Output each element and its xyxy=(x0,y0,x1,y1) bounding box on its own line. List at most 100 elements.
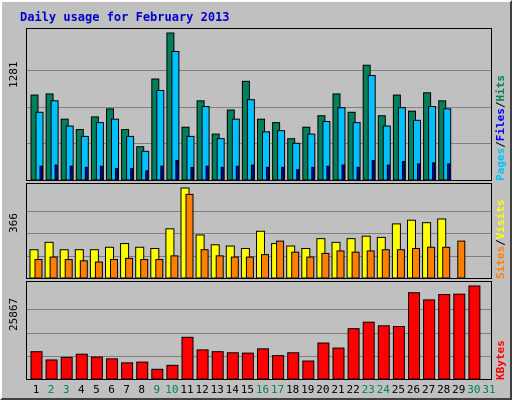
x-tick-label: 3 xyxy=(62,383,70,396)
kbytes-bar xyxy=(468,285,481,379)
pages-bar xyxy=(356,166,360,180)
x-tick-label: 22 xyxy=(346,383,360,396)
kbytes-bar xyxy=(181,336,194,379)
pages-bar xyxy=(386,164,390,180)
x-tick-label: 25 xyxy=(391,383,406,396)
sites-bar xyxy=(34,259,43,278)
x-tick-label: 12 xyxy=(195,383,209,396)
kbytes-bar xyxy=(151,368,164,379)
x-tick-label: 28 xyxy=(437,383,451,396)
pages-bar xyxy=(84,166,88,180)
pages-bar xyxy=(69,165,73,180)
kbytes-bar xyxy=(75,353,88,379)
files-bar xyxy=(367,75,376,180)
sites-bar xyxy=(170,255,179,278)
x-tick-label: 19 xyxy=(301,383,315,396)
kbytes-bar xyxy=(332,347,345,379)
sites-bar xyxy=(49,256,58,278)
kbytes-plot xyxy=(27,285,491,379)
hits-ymax-label: 1281 xyxy=(7,61,20,89)
pages-bar xyxy=(266,166,269,180)
sites-bar xyxy=(79,260,88,278)
x-tick-label: 21 xyxy=(331,383,345,396)
sites-legend: Sites/Visits xyxy=(494,183,510,280)
x-tick-label: 13 xyxy=(210,383,224,396)
sites-bar xyxy=(306,256,315,278)
kbytes-bar xyxy=(392,326,405,379)
sites-bar xyxy=(185,193,194,278)
kbytes-bar xyxy=(272,355,285,379)
pages-bar xyxy=(296,169,300,180)
pages-bar xyxy=(160,165,164,180)
sites-bar xyxy=(442,246,451,278)
kbytes-bar xyxy=(60,356,73,379)
kbytes-legend: KBytes xyxy=(494,281,510,380)
pages-bar xyxy=(39,165,43,180)
kbytes-panel xyxy=(26,281,492,380)
x-tick-label: 24 xyxy=(376,383,390,396)
sites-panel xyxy=(26,183,492,279)
files-bar xyxy=(35,111,44,180)
x-tick-label: 5 xyxy=(93,383,100,396)
pages-bar xyxy=(281,166,285,180)
sites-bar xyxy=(261,254,269,278)
visits-bar xyxy=(165,228,175,278)
kbytes-bar xyxy=(136,361,149,379)
kbytes-bar xyxy=(45,359,58,379)
legend-visits: Visits xyxy=(494,199,507,240)
files-bar xyxy=(337,107,346,180)
kbytes-bar xyxy=(362,321,375,379)
chart-title: Daily usage for February 2013 xyxy=(20,10,230,24)
kbytes-bar xyxy=(30,351,43,379)
x-tick-label: 20 xyxy=(316,383,330,396)
sites-bar xyxy=(215,255,224,278)
kbytes-bar xyxy=(377,325,390,379)
pages-bar xyxy=(205,165,209,180)
sites-bar xyxy=(64,259,73,278)
files-bar xyxy=(428,106,437,180)
sites-bar xyxy=(427,246,436,278)
pages-bar xyxy=(190,166,194,180)
sites-bar xyxy=(110,259,118,278)
kbytes-ymax-label: 25867 xyxy=(7,297,20,331)
x-tick-label: 9 xyxy=(153,383,161,396)
files-bar xyxy=(65,125,74,180)
kbytes-bar xyxy=(226,352,239,379)
pages-bar xyxy=(220,166,224,180)
x-tick-label: 10 xyxy=(165,383,179,396)
x-tick-label: 8 xyxy=(138,383,145,396)
kbytes-bar xyxy=(211,351,224,379)
pages-bar xyxy=(130,168,134,180)
kbytes-bar xyxy=(408,292,420,379)
pages-bar xyxy=(235,165,239,180)
kbytes-bar xyxy=(347,328,360,379)
kbytes-bar xyxy=(90,356,103,379)
pages-bar xyxy=(311,166,315,180)
files-bar xyxy=(322,120,331,180)
sites-ymax-label: 366 xyxy=(7,213,20,233)
kbytes-bar xyxy=(438,294,451,379)
sites-bar xyxy=(396,249,405,278)
x-tick-label: 11 xyxy=(180,383,194,396)
sites-bar xyxy=(230,256,239,278)
x-tick-label: 31 xyxy=(482,383,496,396)
x-tick-label: 17 xyxy=(270,383,285,396)
x-tick-label: 26 xyxy=(406,383,421,396)
x-tick-label: 27 xyxy=(421,383,436,396)
x-tick-label: 14 xyxy=(225,383,239,396)
pages-bar xyxy=(401,161,405,180)
legend-sites: Sites xyxy=(494,245,507,279)
files-bar xyxy=(382,125,391,180)
pages-bar xyxy=(250,164,254,180)
files-bar xyxy=(277,130,286,180)
sites-bar xyxy=(351,251,360,278)
sites-bar xyxy=(245,256,254,278)
x-tick-label: 7 xyxy=(123,383,130,396)
kbytes-bar xyxy=(302,360,315,379)
hits-legend: Pages/Files/Hits xyxy=(494,75,507,181)
files-bar xyxy=(397,107,406,180)
sites-bar xyxy=(336,250,345,278)
x-axis-labels: 1 2 3 4 5 6 7 8 9 10 11 12 13 14 15 16 17 18 19 20 21 22 23 24 2… xyxy=(26,383,496,397)
kbytes-bar xyxy=(121,362,134,379)
